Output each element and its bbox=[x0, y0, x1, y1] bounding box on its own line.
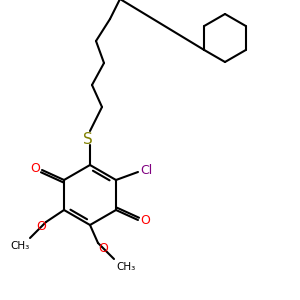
Text: Cl: Cl bbox=[140, 164, 152, 176]
Text: O: O bbox=[140, 214, 150, 227]
Text: O: O bbox=[98, 242, 108, 254]
Text: CH₃: CH₃ bbox=[116, 262, 136, 272]
Text: O: O bbox=[36, 220, 46, 232]
Text: S: S bbox=[83, 131, 93, 146]
Text: O: O bbox=[30, 163, 40, 176]
Text: CH₃: CH₃ bbox=[11, 241, 30, 251]
